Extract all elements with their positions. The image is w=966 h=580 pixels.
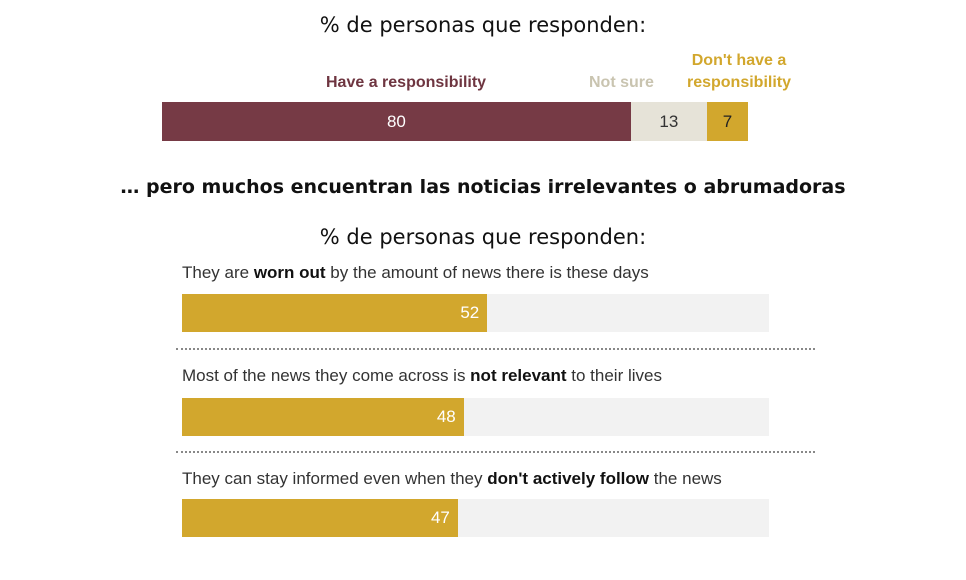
bar-1-value: 52 [460, 303, 480, 322]
q3-text-post: the news [649, 469, 722, 488]
stack-dont-have-responsibility-label: 7 [722, 111, 733, 131]
legend-dont-have-line2: responsibility [686, 74, 792, 91]
divider-1 [176, 348, 815, 350]
question-2-label: Most of the news they come across is not… [182, 366, 662, 386]
bar-1-track: 52 [182, 294, 769, 332]
legend-dont-have-line1: Don't have a [691, 52, 787, 69]
q1-text-bold: worn out [253, 263, 326, 282]
bar-2-value: 48 [436, 407, 456, 426]
q1-text-post: by the amount of news there is these day… [325, 263, 649, 282]
bottom-chart-subtitle: % de personas que responden: [319, 225, 647, 249]
q1-text-pre: They are [182, 263, 254, 282]
bar-2-track: 48 [182, 398, 769, 436]
bar-3-fill [182, 499, 458, 537]
legend-dont-have-responsibility: Don't have a responsibility [684, 50, 794, 94]
stack-dont-have-responsibility: 7 [706, 102, 748, 141]
bar-3-track: 47 [182, 499, 769, 537]
top-chart-subtitle: % de personas que responden: [319, 13, 647, 37]
legend-have-responsibility: Have a responsibility [326, 74, 487, 91]
q2-text-pre: Most of the news they come across is [182, 366, 471, 385]
divider-2 [176, 451, 815, 453]
q2-text-post: to their lives [566, 366, 662, 385]
q2-text-bold: not relevant [470, 366, 567, 385]
bar-1-fill [182, 294, 488, 332]
stack-not-sure-label: 13 [659, 111, 679, 131]
section-heading: … pero muchos encuentran las noticias ir… [120, 176, 846, 198]
q3-text-pre: They can stay informed even when they [182, 469, 488, 488]
bar-2-fill [182, 398, 464, 436]
legend-not-sure: Not sure [589, 74, 654, 91]
stack-have-responsibility-label: 80 [386, 111, 406, 131]
stack-have-responsibility: 80 [162, 102, 631, 141]
stacked-bar: 80 13 7 [162, 102, 748, 141]
question-1-label: They are worn out by the amount of news … [182, 263, 649, 283]
stack-not-sure: 13 [630, 102, 707, 141]
q3-text-bold: don't actively follow [487, 469, 650, 488]
question-3-label: They can stay informed even when they do… [182, 469, 722, 489]
bar-3-value: 47 [430, 508, 450, 527]
